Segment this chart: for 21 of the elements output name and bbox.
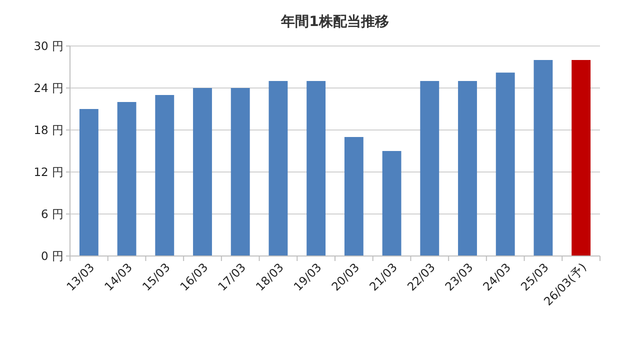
bar bbox=[496, 72, 515, 256]
bar bbox=[117, 102, 136, 256]
bar bbox=[79, 109, 98, 256]
bar bbox=[572, 60, 591, 256]
chart-title: 年間1株配当推移 bbox=[280, 14, 389, 30]
bar bbox=[382, 151, 402, 256]
y-tick-label: 12 円 bbox=[34, 165, 64, 179]
bar bbox=[344, 137, 364, 256]
y-tick-label: 18 円 bbox=[34, 123, 64, 137]
y-tick-label: 0 円 bbox=[41, 249, 64, 263]
bar bbox=[193, 88, 212, 256]
bar bbox=[306, 81, 326, 256]
y-tick-label: 30 円 bbox=[34, 39, 64, 53]
bar bbox=[230, 88, 250, 256]
bar bbox=[420, 81, 440, 256]
y-tick-label: 6 円 bbox=[41, 207, 64, 221]
bar bbox=[155, 95, 174, 256]
bar bbox=[458, 81, 477, 256]
bar bbox=[268, 81, 288, 256]
bar bbox=[534, 60, 553, 256]
y-tick-label: 24 円 bbox=[34, 81, 64, 95]
